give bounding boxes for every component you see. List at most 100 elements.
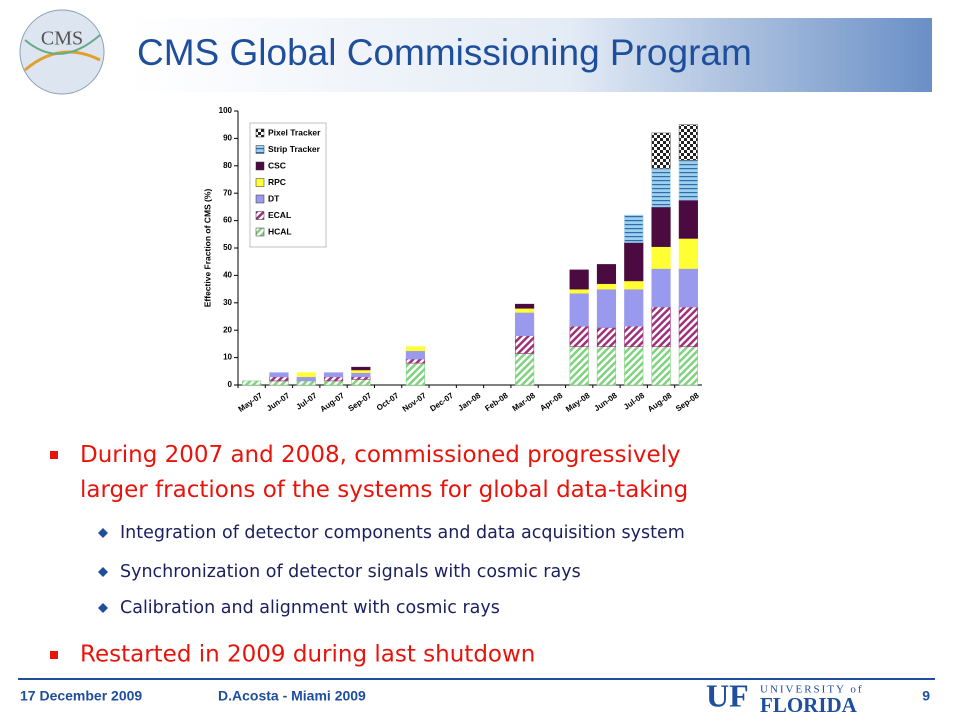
legend-swatch [255,145,265,154]
slide-title: CMS Global Commissioning Program [137,32,752,73]
bar-segment [596,346,617,386]
bar-segment [351,376,371,380]
bar-segment [651,168,671,208]
bar-segment [269,372,289,378]
y-tick-label: 40 [223,271,232,280]
x-tick-label: Sep-07 [347,391,374,414]
legend-swatch [255,178,265,187]
y-tick-label: 60 [223,216,232,225]
bar-segment [569,325,589,347]
bar-segment [651,268,671,308]
sub-bullet [98,528,108,538]
y-tick-label: 90 [223,134,232,143]
bar-segment [405,362,425,386]
legend-swatch [255,211,265,220]
legend-label: Pixel Tracker [268,127,321,137]
legend-swatch [255,161,265,171]
y-tick-label: 30 [223,298,232,307]
logo-text: CMS [41,28,83,50]
x-tick-label: Mar-08 [511,391,538,413]
bar-segment [651,306,671,347]
bar-segment [569,292,589,327]
bar-segment [651,206,671,247]
bar-segment [624,280,644,290]
sub-bullet-text: Integration of detector components and d… [120,523,685,543]
x-tick-label: Sep-08 [674,391,701,414]
uf-top: UNIVERSITY of [760,684,864,696]
bar-segment [596,283,617,290]
bar-segment [405,346,425,352]
legend-swatch [255,128,265,138]
bar-segment [569,269,589,290]
y-tick-label: 70 [223,188,232,197]
chart: 0 10 20 30 40 50 60 70 80 90 100 Effective Fraction… [202,106,702,414]
bar-segment [678,306,698,347]
bar-segment [569,346,589,386]
y-tick-label: 50 [223,243,232,252]
x-tick-label: May-08 [564,391,592,414]
y-tick-label: 20 [223,325,232,334]
bar-segment [323,380,344,386]
bar-segment [323,372,344,378]
bar-segment [296,380,316,386]
bar-segment [323,376,344,382]
y-tick-label: 0 [228,380,233,389]
bar-segment [569,288,589,294]
cms-logo: CMS [19,9,105,95]
bar-segment [624,242,644,282]
bullet-square [50,451,58,459]
bar-segment [596,327,617,347]
bullets: During 2007 and 2008, commissioned progr… [50,442,688,668]
x-tick-label: Apr-08 [538,391,564,413]
y-tick-label: 100 [219,106,233,115]
bar-segment [624,325,644,347]
x-tick-label: Aug-08 [646,391,674,414]
sub-bullet-text: Synchronization of detector signals with… [120,562,581,582]
bar-segment [296,372,316,378]
bar-segment [515,353,535,386]
legend-label: RPC [268,177,286,187]
bar-segment [624,214,644,243]
bar-segment [515,312,535,336]
page-number: 9 [922,688,930,704]
bar-segment [624,288,644,327]
legend-label: HCAL [268,226,292,236]
bar-segment [269,380,289,386]
x-tick-label: Oct-07 [375,391,401,413]
bar-segment [269,376,289,382]
y-tick-label: 80 [223,161,232,170]
bar-segment [351,372,371,378]
bar-segment [678,238,698,269]
bar-segment [515,307,535,313]
sub-bullet [98,603,108,613]
x-tick-label: Dec-07 [428,391,455,414]
bullet-text: During 2007 and 2008, commissioned progr… [80,442,688,503]
y-axis-label: Effective Fraction of CMS (%) [202,189,212,308]
x-tick-label: Jan-08 [456,391,482,413]
bar-segment [678,346,698,386]
footer-date: 17 December 2009 [20,688,142,704]
uf-mark: UF [706,677,749,713]
sub-bullet [98,567,108,577]
x-tick-label: Jul-08 [622,391,647,412]
bar-segment [405,358,425,364]
bar-segment [351,366,371,371]
legend-label: DT [268,193,280,203]
x-tick-label: Feb-08 [483,391,510,413]
bar-segment [515,303,535,309]
footer-author: D.Acosta - Miami 2009 [218,688,366,704]
bar-segment [651,246,671,269]
legend-label: Strip Tracker [268,144,321,154]
title-bar [130,18,932,92]
x-tick-label: Jun-08 [593,391,620,413]
y-tick-label: 10 [223,353,232,362]
bar-segment [678,160,698,201]
bar-segment [651,132,671,169]
legend-label: ECAL [268,210,291,220]
bar-segment [242,380,262,386]
bullet-text: Restarted in 2009 during last shutdown [80,642,535,668]
bar-segment [351,369,371,373]
bar-segment [596,264,617,284]
bar-segment [678,268,698,308]
